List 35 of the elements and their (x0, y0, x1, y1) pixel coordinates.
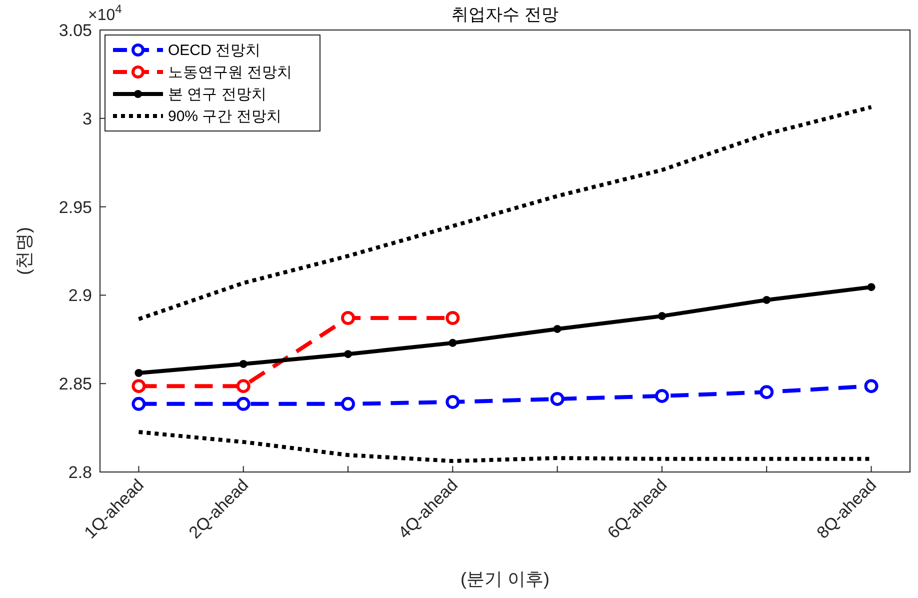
y-tick-label: 3 (82, 109, 92, 128)
line-series (136, 105, 874, 322)
point (446, 311, 460, 326)
point (446, 394, 460, 409)
y-axis-title: (천명) (14, 227, 34, 275)
point (236, 396, 250, 411)
point (448, 338, 457, 347)
legend-label: 90% 구간 전망치 (168, 108, 282, 125)
y-tick-label: 2.95 (58, 198, 92, 217)
point (132, 396, 146, 411)
chart-title: 취업자수 전망 (452, 5, 558, 24)
text: ×10$^{4}$ (88, 2, 122, 24)
y-tick-label: 3.05 (58, 21, 92, 40)
point (553, 324, 562, 333)
point (762, 296, 771, 304)
point (550, 392, 564, 406)
point (654, 388, 669, 403)
y-tick-label: 2.9 (68, 286, 92, 306)
point (341, 396, 356, 411)
point (341, 311, 356, 326)
legend-label: 본 연구 전망치 (168, 86, 266, 103)
x-axis-title: (분기 이후) (460, 569, 550, 589)
y-tick-label: 2.8 (68, 463, 92, 482)
point (760, 385, 774, 400)
point (867, 283, 876, 292)
point (239, 360, 248, 368)
legend-label: 노동연구원 전망치 (168, 64, 292, 81)
point (134, 368, 143, 377)
point (132, 379, 146, 394)
point (236, 379, 250, 394)
legend-label: OECD 전망치 (168, 42, 261, 59)
point (658, 312, 666, 320)
point (344, 350, 352, 358)
y-tick-label: 2.85 (58, 374, 92, 394)
point (864, 379, 878, 394)
